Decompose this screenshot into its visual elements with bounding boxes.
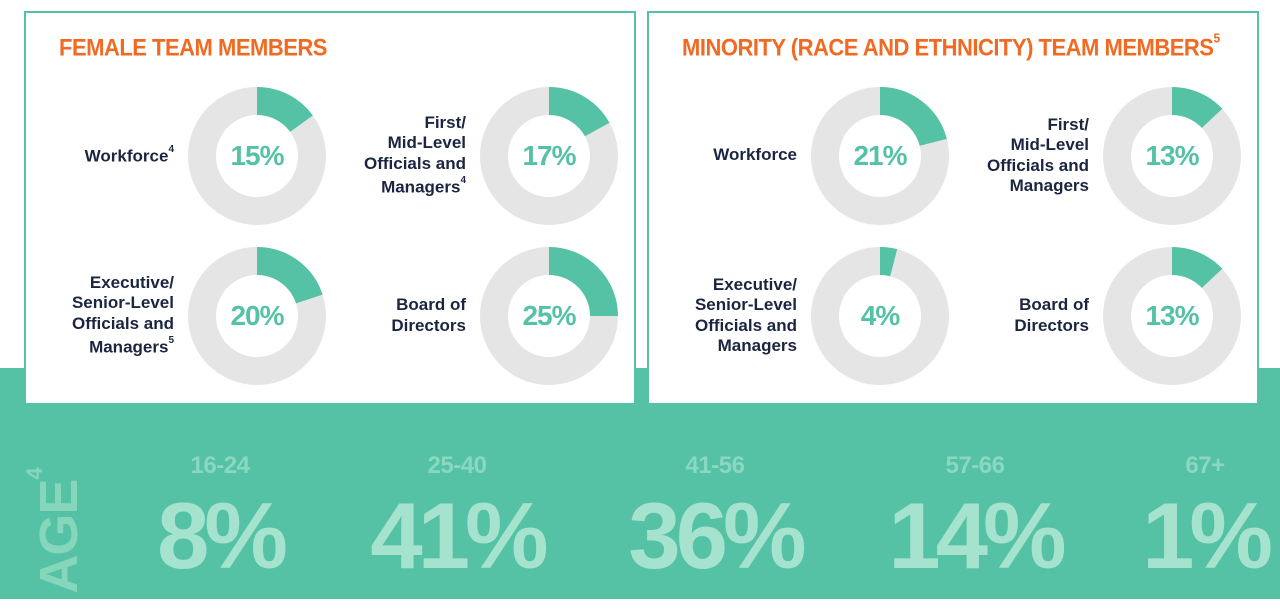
age-title-text: AGE4	[22, 468, 89, 594]
donut-svg	[480, 247, 618, 385]
age-range-label: 41-56	[685, 452, 745, 479]
donut-label-text: First/ Mid-Level Officials and Managers	[986, 114, 1089, 196]
donut-chart: 17%	[480, 87, 618, 225]
donut-svg	[480, 87, 618, 225]
age-column: 67+ 1%	[1095, 452, 1280, 584]
donut-svg	[1103, 87, 1241, 225]
female-panel-title: FEMALE TEAM MEMBERS	[59, 34, 327, 61]
donut-svg	[1103, 247, 1241, 385]
donut-chart: 15%	[188, 87, 326, 225]
age-percentage: 41%	[370, 483, 548, 588]
minority-panel-title: MINORITY (RACE AND ETHNICITY) TEAM MEMBE…	[682, 30, 1220, 61]
donut-value: 25%	[522, 300, 576, 331]
donut-cell: Executive/ Senior-Level Officials and Ma…	[649, 243, 949, 388]
age-percentage: 1%	[1142, 483, 1273, 588]
age-percentage: 8%	[157, 483, 288, 588]
donut-slice	[879, 247, 898, 277]
donut-value: 21%	[853, 140, 907, 171]
age-range-label: 57-66	[945, 452, 1005, 479]
donut-label-text: Workforce	[713, 145, 797, 165]
donut-chart: 13%	[1103, 87, 1241, 225]
donut-cell: Workforce 21%	[649, 83, 949, 228]
age-column: 16-24 8%	[110, 452, 330, 584]
donut-cell: Executive/ Senior-Level Officials and Ma…	[26, 243, 326, 388]
age-range-label: 16-24	[190, 452, 250, 479]
donut-chart: 4%	[811, 247, 949, 385]
age-range-label: 25-40	[427, 452, 487, 479]
donut-label: First/ Mid-Level Officials and Managers	[889, 83, 1089, 228]
donut-slice	[1171, 247, 1223, 289]
donut-cell: Workforce4 15%	[26, 83, 326, 228]
donut-label: Workforce4	[0, 83, 174, 228]
donut-label: Executive/ Senior-Level Officials and Ma…	[597, 243, 797, 388]
donut-svg	[811, 247, 949, 385]
donut-label: Workforce	[597, 83, 797, 228]
donut-label-text: Executive/ Senior-Level Officials and Ma…	[71, 272, 174, 357]
donut-label: First/ Mid-Level Officials and Managers4	[266, 83, 466, 228]
donut-cell: First/ Mid-Level Officials and Managers4…	[318, 83, 618, 228]
donut-slice	[548, 87, 610, 137]
donut-label: Board of Directors	[889, 243, 1089, 388]
donut-label-text: Board of Directors	[1014, 295, 1089, 335]
donut-chart: 21%	[811, 87, 949, 225]
donut-label: Executive/ Senior-Level Officials and Ma…	[0, 243, 174, 388]
donut-chart: 20%	[188, 247, 326, 385]
donut-label-text: Workforce4	[84, 144, 174, 167]
donut-label-text: Executive/ Senior-Level Officials and Ma…	[694, 274, 797, 356]
age-column: 25-40 41%	[347, 452, 567, 584]
donut-svg	[811, 87, 949, 225]
age-percentage: 36%	[628, 483, 806, 588]
donut-cell: Board of Directors 13%	[941, 243, 1241, 388]
age-percentage: 14%	[888, 483, 1066, 588]
donut-slice	[256, 87, 313, 133]
footnote-marker: 4	[168, 144, 174, 156]
donut-value: 13%	[1145, 140, 1199, 171]
donut-chart: 13%	[1103, 247, 1241, 385]
donut-cell: Board of Directors 25%	[318, 243, 618, 388]
age-range-label: 67+	[1185, 452, 1225, 479]
donut-svg	[188, 87, 326, 225]
female-panel: FEMALE TEAM MEMBERS Workforce4 15% First/ …	[24, 11, 636, 405]
age-column: 57-66 14%	[865, 452, 1085, 584]
age-column: 41-56 36%	[605, 452, 825, 584]
age-band	[0, 368, 1280, 599]
donut-cell: First/ Mid-Level Officials and Managers 1…	[941, 83, 1241, 228]
donut-value: 15%	[230, 140, 284, 171]
donut-label-text: Board of Directors	[391, 295, 466, 335]
donut-slice	[1171, 87, 1223, 129]
donut-slice	[879, 87, 947, 147]
donut-value: 4%	[860, 300, 900, 331]
donut-slice	[256, 247, 323, 304]
donut-value: 13%	[1145, 300, 1199, 331]
donut-slice	[548, 247, 618, 317]
donut-label: Board of Directors	[266, 243, 466, 388]
donut-svg	[188, 247, 326, 385]
donut-value: 17%	[522, 140, 576, 171]
footnote-marker: 4	[460, 175, 466, 187]
donut-chart: 25%	[480, 247, 618, 385]
footnote-marker: 5	[168, 335, 174, 347]
minority-panel: MINORITY (RACE AND ETHNICITY) TEAM MEMBE…	[647, 11, 1259, 405]
age-title: AGE4	[22, 450, 89, 595]
donut-value: 20%	[230, 300, 284, 331]
donut-label-text: First/ Mid-Level Officials and Managers4	[363, 112, 466, 197]
